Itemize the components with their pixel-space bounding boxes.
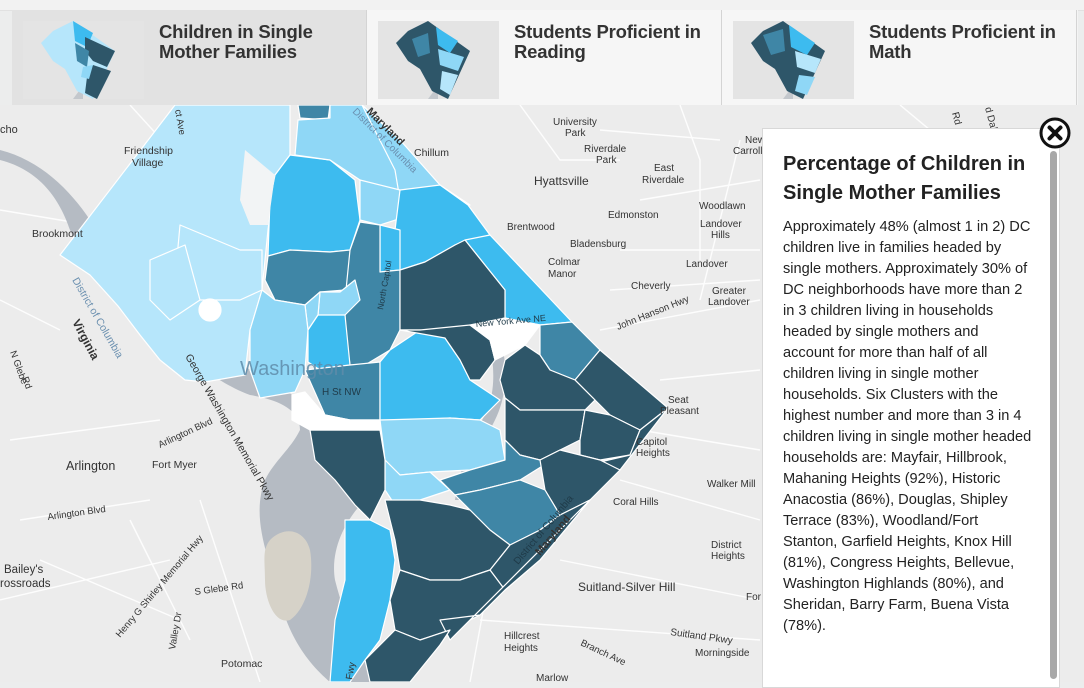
map-label: Woodlawn bbox=[699, 201, 746, 212]
map-label: Riverdale bbox=[642, 175, 685, 186]
tab-label-line2: Mother Families bbox=[159, 41, 297, 62]
tab-reading-proficiency[interactable]: Students Proficient in Reading bbox=[367, 10, 722, 105]
tab-thumbnail bbox=[378, 21, 499, 99]
map-label: University bbox=[553, 117, 597, 128]
map-label: Landover bbox=[700, 219, 742, 230]
map-label: Village bbox=[132, 157, 163, 169]
map-label: ct Ave bbox=[172, 109, 187, 136]
map-label: For bbox=[746, 592, 762, 603]
dc-neighborhoods[interactable] bbox=[59, 105, 669, 682]
map-label: Chillum bbox=[414, 147, 449, 159]
panel-description: Approximately 48% (almost 1 in 2) DC chi… bbox=[783, 219, 1032, 634]
map-label: Brookmont bbox=[32, 228, 83, 240]
map-label: Brentwood bbox=[507, 222, 555, 233]
map-label: Manor bbox=[548, 269, 577, 280]
map-label: District bbox=[711, 540, 742, 551]
tab-label-line2: Math bbox=[869, 41, 912, 62]
map-label: Arlington Blvd bbox=[47, 504, 107, 523]
map-label: Edmonston bbox=[608, 210, 659, 221]
panel-title: Percentage of Children in Single Mother … bbox=[783, 153, 1026, 204]
map-label: Valley Dr bbox=[167, 611, 184, 650]
map-canvas: cho Friendship Village Brookmont N Glebe… bbox=[0, 105, 1000, 682]
map-label: Park bbox=[565, 128, 587, 139]
map-label: Walker Mill bbox=[707, 479, 756, 490]
map-label: Henry G Shirley Memorial Hwy bbox=[114, 533, 206, 640]
tab-label-line1: Students Proficient in bbox=[869, 21, 1056, 42]
airport-island bbox=[264, 531, 312, 621]
close-icon[interactable] bbox=[1039, 117, 1071, 149]
map-label: Branch Ave bbox=[579, 638, 628, 668]
map-label: Potomac bbox=[221, 658, 262, 670]
tab-children-single-mother[interactable]: Children in Single Mother Families bbox=[12, 10, 367, 105]
map-label: Hyattsville bbox=[534, 174, 589, 188]
map-label: Heights bbox=[711, 551, 745, 562]
map-label: Pleasant bbox=[660, 406, 699, 417]
map-label: Coral Hills bbox=[613, 497, 659, 508]
map-label: cho bbox=[0, 124, 18, 136]
map-label: Washington bbox=[240, 358, 345, 380]
map-label: Marlow bbox=[536, 673, 569, 682]
map-label: Bladensburg bbox=[570, 239, 626, 250]
map-label: Park bbox=[596, 155, 618, 166]
map-label: Fort Myer bbox=[152, 459, 197, 471]
map-label: Riverdale bbox=[584, 144, 627, 155]
map-label: Suitland-Silver Hill bbox=[578, 580, 675, 594]
map-label: Seat bbox=[668, 395, 689, 406]
map-label: Bailey's bbox=[4, 564, 44, 576]
map-label: New bbox=[745, 135, 766, 146]
map-label: Suitland Pkwy bbox=[670, 627, 734, 647]
map-label: Fwy bbox=[344, 661, 358, 680]
map-label: Morningside bbox=[695, 648, 750, 659]
tab-label-line1: Children in Single bbox=[159, 21, 313, 42]
map-label: H St NW bbox=[322, 387, 361, 398]
tab-label: Students Proficient in Reading bbox=[514, 22, 709, 62]
map-tabs: Children in Single Mother Families Stude… bbox=[12, 10, 1078, 106]
tab-label: Children in Single Mother Families bbox=[159, 22, 354, 62]
map-label: Colmar bbox=[548, 257, 581, 268]
map-label: Heights bbox=[504, 643, 538, 654]
map-label: East bbox=[654, 163, 674, 174]
tab-math-proficiency[interactable]: Students Proficient in Math bbox=[722, 10, 1077, 105]
map-label: Cheverly bbox=[631, 281, 670, 292]
map-label: Friendship bbox=[124, 145, 173, 157]
tab-label-line2: Reading bbox=[514, 41, 586, 62]
map-label: S Glebe Rd bbox=[194, 580, 244, 598]
info-panel: Percentage of Children in Single Mother … bbox=[762, 128, 1060, 688]
map-label: Hillcrest bbox=[504, 631, 540, 642]
tab-thumbnail bbox=[733, 21, 854, 99]
map-label: John Hanson Hwy bbox=[615, 294, 691, 333]
tab-label: Students Proficient in Math bbox=[869, 22, 1064, 62]
map-label: Hills bbox=[711, 230, 730, 241]
map-label: Landover bbox=[708, 297, 750, 308]
map-label: Rd bbox=[19, 375, 33, 390]
map-label: Landover bbox=[686, 259, 728, 270]
map-label: Carroll bbox=[733, 146, 762, 157]
map-label: rossroads bbox=[0, 578, 51, 590]
tab-label-line1: Students Proficient in bbox=[514, 21, 701, 42]
map-label: Arlington bbox=[66, 459, 115, 473]
map-label: Greater bbox=[712, 286, 747, 297]
map-label: Arlington Blvd bbox=[157, 416, 215, 451]
map-label: Rd bbox=[949, 111, 963, 126]
map-label: Capitol bbox=[636, 437, 667, 448]
tab-thumbnail bbox=[23, 21, 144, 99]
panel-scrollbar[interactable] bbox=[1050, 151, 1057, 679]
map-label: Heights bbox=[636, 448, 670, 459]
